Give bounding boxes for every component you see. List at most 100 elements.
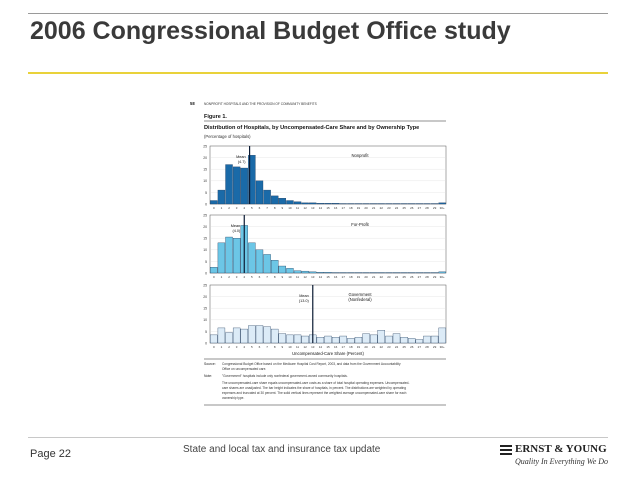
x-tick-label: 3 bbox=[236, 206, 238, 210]
bar bbox=[225, 164, 233, 205]
x-tick-label: 15 bbox=[326, 206, 330, 210]
bar bbox=[415, 339, 424, 344]
x-tick-label: 27 bbox=[418, 345, 422, 349]
ernst-young-logo: ERNST & YOUNG Quality In Everything We D… bbox=[500, 443, 612, 473]
y-tick-label: 25 bbox=[203, 213, 207, 217]
bar bbox=[248, 155, 256, 205]
x-tick-label: 14 bbox=[319, 206, 323, 210]
x-tick-label: 19 bbox=[357, 275, 361, 279]
x-tick-label: 12 bbox=[303, 275, 307, 279]
note-label: Note: bbox=[204, 374, 212, 378]
bar bbox=[240, 167, 248, 205]
x-tick-label: 2 bbox=[228, 275, 230, 279]
x-tick-label: 20 bbox=[364, 345, 368, 349]
y-tick-label: 0 bbox=[205, 271, 207, 275]
bar bbox=[438, 202, 446, 205]
bar bbox=[263, 254, 271, 274]
x-tick-label: 9 bbox=[281, 275, 283, 279]
x-tick-label: 6 bbox=[259, 345, 261, 349]
bar bbox=[225, 236, 233, 274]
bar bbox=[293, 334, 302, 344]
bar bbox=[301, 270, 309, 274]
bar bbox=[324, 203, 332, 205]
bar bbox=[278, 333, 287, 344]
bar bbox=[210, 200, 218, 205]
bar bbox=[293, 270, 302, 274]
x-tick-label: 30+ bbox=[440, 345, 445, 349]
note-line: expenses and truncated at 30 percent. Th… bbox=[222, 391, 407, 395]
y-tick-label: 25 bbox=[203, 283, 207, 287]
x-tick-label: 17 bbox=[342, 206, 346, 210]
x-tick-label: 11 bbox=[296, 345, 299, 349]
x-tick-label: 25 bbox=[402, 345, 406, 349]
bar bbox=[408, 338, 416, 344]
x-tick-label: 26 bbox=[410, 275, 414, 279]
y-tick-label: 5 bbox=[205, 330, 207, 334]
x-tick-label: 9 bbox=[281, 206, 283, 210]
bar bbox=[354, 337, 363, 344]
bar bbox=[293, 201, 302, 205]
x-tick-label: 15 bbox=[326, 345, 330, 349]
x-tick-label: 22 bbox=[380, 345, 384, 349]
note-line: care shares are unadjusted. The bar heig… bbox=[222, 386, 406, 390]
x-tick-label: 4 bbox=[243, 345, 245, 349]
panel-name: For-Profit bbox=[351, 222, 369, 227]
y-tick-label: 10 bbox=[203, 318, 207, 322]
x-tick-label: 26 bbox=[410, 206, 414, 210]
top-rule bbox=[28, 13, 608, 14]
x-tick-label: 13 bbox=[311, 345, 315, 349]
x-tick-label: 14 bbox=[319, 345, 323, 349]
bar bbox=[347, 338, 355, 344]
x-tick-label: 23 bbox=[387, 275, 391, 279]
x-tick-label: 19 bbox=[357, 345, 361, 349]
x-tick-label: 7 bbox=[266, 345, 268, 349]
x-tick-label: 27 bbox=[418, 275, 422, 279]
x-tick-label: 13 bbox=[311, 206, 315, 210]
x-tick-label: 19 bbox=[357, 206, 361, 210]
running-head-page: 58 bbox=[190, 101, 195, 106]
bar bbox=[263, 189, 271, 205]
bar bbox=[316, 337, 325, 344]
figure-label: Figure 1. bbox=[204, 114, 227, 120]
bar bbox=[271, 195, 279, 205]
slide-title: 2006 Congressional Budget Office study bbox=[30, 17, 511, 45]
bar bbox=[331, 337, 340, 344]
bar bbox=[324, 335, 332, 344]
x-tick-label: 0 bbox=[213, 345, 215, 349]
y-tick-label: 15 bbox=[203, 307, 207, 311]
y-tick-label: 20 bbox=[203, 156, 207, 160]
panel-name-line2: (Nonfederal) bbox=[348, 297, 372, 302]
mean-value-label: (4.0) bbox=[232, 229, 241, 233]
x-tick-label: 0 bbox=[213, 206, 215, 210]
bar bbox=[301, 202, 309, 205]
bar bbox=[316, 203, 325, 205]
chart-subtitle: (Percentage of hospitals) bbox=[204, 134, 251, 139]
x-tick-label: 21 bbox=[372, 206, 376, 210]
y-tick-label: 15 bbox=[203, 168, 207, 172]
x-tick-label: 20 bbox=[364, 275, 368, 279]
running-head-text: NONPROFIT HOSPITALS AND THE PROVISION OF… bbox=[204, 102, 317, 106]
logo-tagline: Quality In Everything We Do bbox=[515, 457, 609, 466]
x-tick-label: 5 bbox=[251, 206, 253, 210]
bar bbox=[210, 334, 218, 344]
x-tick-label: 18 bbox=[349, 275, 353, 279]
y-tick-label: 25 bbox=[203, 144, 207, 148]
bar bbox=[385, 335, 393, 344]
y-tick-label: 20 bbox=[203, 225, 207, 229]
x-tick-label: 20 bbox=[364, 206, 368, 210]
bar bbox=[438, 327, 446, 344]
panel-name: Nonprofit bbox=[352, 153, 370, 158]
x-tick-label: 12 bbox=[303, 206, 307, 210]
bar bbox=[217, 189, 226, 205]
bar bbox=[248, 325, 256, 344]
x-tick-label: 17 bbox=[342, 275, 346, 279]
panel-name: Government bbox=[348, 292, 372, 297]
x-tick-label: 4 bbox=[243, 206, 245, 210]
x-tick-label: 30+ bbox=[440, 275, 445, 279]
bar bbox=[240, 328, 248, 344]
x-tick-label: 1 bbox=[221, 345, 223, 349]
mean-label: Mean bbox=[299, 294, 309, 298]
bar bbox=[278, 265, 287, 274]
bar bbox=[232, 327, 241, 344]
y-tick-label: 5 bbox=[205, 260, 207, 264]
